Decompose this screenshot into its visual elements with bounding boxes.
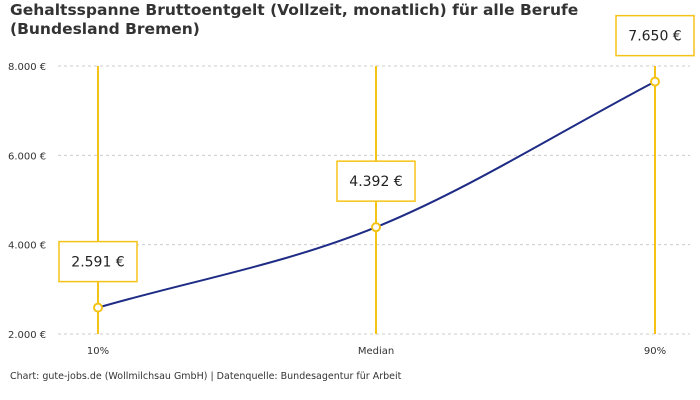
data-labels: 2.591 € 4.392 € 7.650 € <box>58 14 695 283</box>
x-tick-label: 90% <box>644 346 666 357</box>
x-axis: 10% Median 90% <box>87 346 666 357</box>
data-point[interactable] <box>650 76 660 87</box>
y-tick-label: 4.000 € <box>8 241 46 252</box>
data-label-text: 7.650 € <box>628 29 681 45</box>
x-tick-label: 10% <box>87 346 109 357</box>
data-label-box <box>58 240 138 283</box>
data-points[interactable] <box>93 76 660 313</box>
data-label: 4.392 € <box>336 160 416 202</box>
y-tick-label: 2.000 € <box>8 330 46 341</box>
data-label-text: 4.392 € <box>349 174 402 190</box>
data-label-box <box>336 160 416 202</box>
y-tick-label: 8.000 € <box>8 62 46 73</box>
data-label: 2.591 € <box>58 240 138 283</box>
chart-title: Gehaltsspanne Bruttoentgelt (Vollzeit, m… <box>10 1 579 38</box>
x-tick-label: Median <box>358 346 394 357</box>
y-axis: 2.000 € 4.000 € 6.000 € 8.000 € <box>8 62 46 341</box>
data-point[interactable] <box>93 302 103 313</box>
data-label-box <box>615 14 695 57</box>
data-label: 7.650 € <box>615 14 695 57</box>
data-point[interactable] <box>371 222 381 233</box>
source-note: Chart: gute-jobs.de (Wollmilchsau GmbH) … <box>10 371 402 382</box>
data-label-text: 2.591 € <box>71 255 124 271</box>
y-tick-label: 6.000 € <box>8 151 46 162</box>
